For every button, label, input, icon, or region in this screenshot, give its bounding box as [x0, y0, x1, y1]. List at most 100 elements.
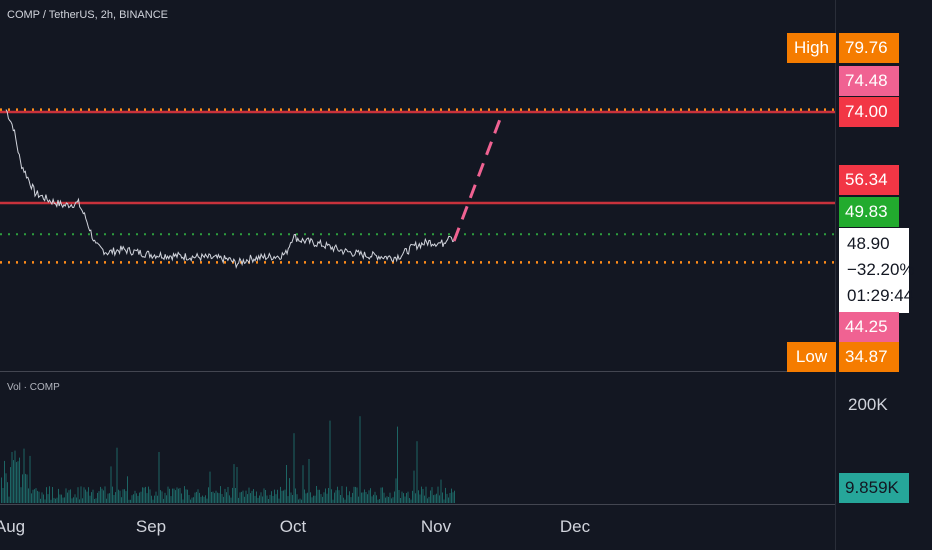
- volume-bar: [356, 487, 358, 503]
- volume-axis-tick-200k: 200K: [848, 395, 888, 414]
- volume-bar: [295, 488, 296, 503]
- volume-bar: [437, 486, 439, 503]
- volume-bar: [161, 491, 163, 503]
- volume-bar: [419, 494, 421, 503]
- volume-bar: [229, 495, 230, 503]
- volume-bar: [187, 489, 188, 503]
- volume-bar: [332, 499, 334, 503]
- bar-countdown: 01:29:44: [847, 286, 914, 305]
- time-tick-dec: Dec: [560, 517, 591, 536]
- volume-bar: [334, 492, 335, 503]
- volume-bar: [143, 487, 145, 503]
- volume-bar: [182, 499, 184, 503]
- volume-bar: [316, 486, 317, 503]
- high-label-badge: High: [787, 33, 836, 63]
- symbol-title[interactable]: COMP / TetherUS, 2h, BINANCE: [7, 9, 168, 21]
- volume-bar: [71, 498, 73, 503]
- volume-bar: [206, 498, 208, 503]
- volume-bar: [358, 496, 359, 503]
- volume-bar: [157, 495, 158, 503]
- volume-bar: [407, 491, 409, 503]
- volume-bar: [389, 492, 391, 503]
- volume-bar: [202, 495, 203, 503]
- volume-bar: [176, 487, 178, 503]
- volume-bar: [200, 496, 202, 503]
- volume-bar: [370, 488, 371, 503]
- volume-bar: [7, 482, 8, 503]
- volume-bar: [374, 491, 376, 503]
- volume-bar: [11, 452, 13, 503]
- volume-bar: [188, 495, 190, 503]
- volume-bar: [376, 495, 377, 503]
- volume-bar: [371, 496, 373, 503]
- volume-bar: [185, 489, 187, 503]
- volume-bar: [148, 486, 149, 503]
- volume-bar: [212, 491, 214, 503]
- volume-bar: [304, 489, 305, 503]
- volume-bar: [59, 494, 61, 503]
- volume-bar: [268, 499, 269, 503]
- volume-bar: [313, 495, 314, 503]
- volume-bar: [106, 498, 107, 503]
- volume-bar: [163, 498, 164, 503]
- volume-bar: [203, 496, 205, 503]
- volume-bar: [361, 492, 362, 503]
- volume-bar: [34, 489, 35, 503]
- volume-bar: [230, 497, 232, 503]
- volume-bar: [415, 493, 416, 503]
- volume-bar: [412, 490, 413, 503]
- volume-bar: [145, 486, 146, 503]
- volume-bar: [394, 491, 395, 503]
- volume-bar: [368, 490, 370, 503]
- volume-bar: [436, 493, 437, 503]
- volume-bar: [352, 492, 353, 503]
- volume-bar: [41, 492, 43, 503]
- volume-bar: [37, 490, 38, 503]
- last-price-value: 48.90: [847, 234, 890, 253]
- volume-bar: [172, 488, 173, 503]
- volume-bar: [137, 495, 139, 503]
- volume-bar: [322, 496, 323, 503]
- time-tick-aug: Aug: [0, 517, 25, 536]
- volume-bar: [68, 490, 70, 503]
- volume-bar: [397, 426, 398, 503]
- volume-bar: [340, 495, 341, 503]
- low-value-badge: 34.87: [839, 342, 899, 372]
- volume-bar: [380, 487, 382, 503]
- volume-bar: [395, 478, 397, 503]
- volume-bar: [271, 491, 272, 503]
- volume-bar: [328, 488, 329, 503]
- volume-bar: [325, 488, 326, 503]
- volume-indicator-title[interactable]: Vol · COMP: [7, 382, 60, 393]
- volume-bar: [248, 487, 250, 503]
- volume-bar: [439, 495, 440, 503]
- volume-bar: [155, 491, 157, 503]
- volume-bar: [44, 499, 46, 503]
- volume-bar: [136, 493, 137, 503]
- volume-bar: [92, 489, 94, 503]
- volume-bar: [382, 487, 383, 503]
- volume-bar: [305, 493, 307, 503]
- volume-bar: [179, 488, 181, 503]
- volume-bar: [329, 420, 331, 503]
- volume-bar: [16, 462, 17, 503]
- level-badge-74-00: 74.00: [839, 97, 899, 127]
- volume-bar: [211, 492, 212, 503]
- volume-bar: [67, 492, 68, 503]
- volume-bar: [227, 487, 229, 503]
- volume-bar: [98, 491, 100, 503]
- volume-bar: [337, 486, 338, 503]
- volume-bar: [79, 499, 80, 503]
- volume-bar: [274, 489, 275, 503]
- volume-bar: [119, 490, 121, 503]
- last-price-box: 48.90 −32.20% 01:29:44: [839, 228, 915, 313]
- volume-bar: [256, 491, 257, 503]
- volume-bar: [350, 497, 352, 503]
- volume-bar: [125, 491, 127, 503]
- volume-bar: [335, 490, 337, 503]
- volume-bar: [50, 499, 52, 503]
- volume-bar: [406, 493, 407, 503]
- volume-bar: [173, 488, 175, 503]
- volume-bar: [65, 488, 67, 503]
